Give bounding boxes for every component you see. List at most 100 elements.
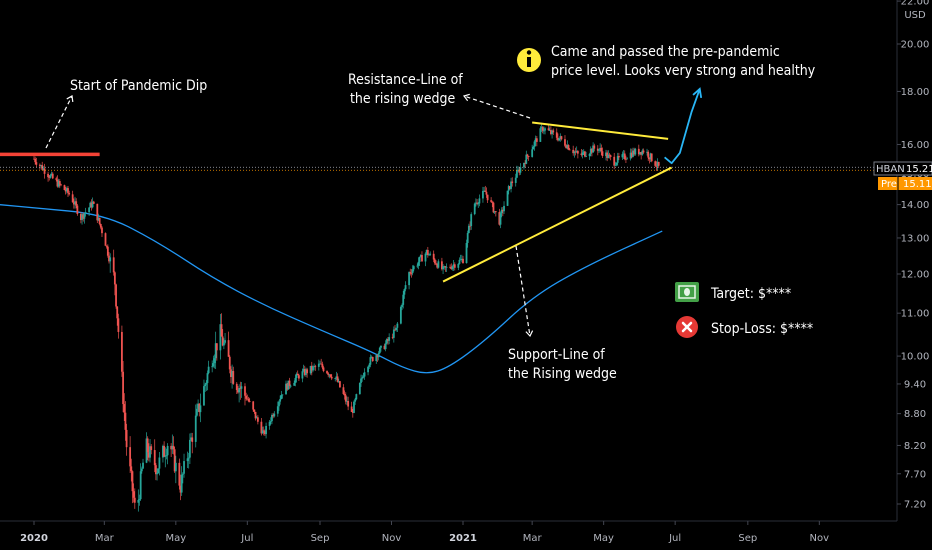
candle: [451, 265, 454, 271]
candle: [462, 255, 464, 264]
candle: [180, 466, 183, 496]
candle: [245, 392, 248, 401]
candle: [74, 196, 76, 209]
candle: [362, 373, 365, 379]
candle: [171, 434, 174, 454]
candle: [351, 408, 354, 418]
candle: [162, 444, 164, 463]
annotation-resistance-line-1: Resistance-Line of: [348, 72, 463, 88]
candle: [421, 251, 423, 262]
candle: [248, 397, 251, 403]
pointer-pandemic-dip: [45, 95, 73, 149]
annotation-support-line-2: the Rising wedge: [508, 366, 617, 382]
candle: [615, 162, 618, 167]
candle: [445, 263, 448, 273]
candle: [388, 333, 391, 345]
candle: [55, 176, 58, 182]
candle: [633, 147, 636, 156]
annotation-pandemic-dip: Start of Pandemic Dip: [70, 78, 207, 94]
price-tick-label: 18.00: [901, 87, 930, 98]
candle: [534, 135, 537, 147]
candle: [371, 356, 374, 362]
candle: [247, 396, 250, 403]
candle: [264, 429, 266, 436]
candle: [199, 393, 202, 423]
candle: [261, 426, 264, 434]
candle: [140, 466, 143, 474]
candle: [437, 259, 440, 269]
candle: [541, 125, 544, 134]
candle: [72, 198, 75, 209]
candle: [428, 253, 430, 256]
candle: [183, 453, 185, 478]
candle: [237, 386, 239, 394]
candle: [478, 194, 481, 207]
candle: [219, 314, 222, 360]
candle: [305, 367, 307, 377]
candle: [484, 185, 487, 192]
candle: [559, 133, 562, 142]
candle: [593, 143, 596, 152]
candle: [650, 153, 653, 163]
candle: [564, 135, 566, 148]
stop-loss-label: Stop-Loss: $****: [711, 321, 813, 337]
candle: [60, 183, 62, 187]
candle: [50, 171, 53, 177]
candle: [330, 373, 333, 381]
candle: [296, 370, 299, 376]
projection-arrow[interactable]: [664, 88, 701, 165]
candle: [380, 345, 382, 352]
candle: [532, 145, 535, 150]
resistance-line[interactable]: [532, 121, 669, 140]
candle: [457, 263, 460, 271]
candle: [499, 211, 502, 229]
candle: [616, 152, 619, 166]
candle: [426, 246, 429, 258]
candle: [436, 263, 439, 269]
candle: [622, 149, 625, 159]
candle: [469, 221, 471, 231]
candle: [416, 263, 419, 269]
candle: [174, 455, 177, 484]
candle: [256, 415, 259, 425]
candle: [363, 368, 366, 380]
candle: [613, 152, 616, 170]
candle: [486, 194, 489, 204]
candle: [43, 163, 46, 179]
candle: [385, 338, 388, 345]
candle: [608, 152, 611, 159]
candle: [117, 313, 120, 339]
price-tick-label: 14.00: [901, 200, 930, 211]
time-axis[interactable]: 2020 Mar May Jul Sep Nov 2021 Mar May Jul Sep Nov: [20, 521, 829, 544]
candle: [493, 211, 496, 215]
candle: [276, 401, 279, 417]
candle: [322, 365, 325, 373]
premarket-label: Pre: [881, 179, 897, 190]
candle: [306, 367, 309, 378]
pointer-resistance: [463, 95, 531, 119]
candle: [467, 223, 470, 234]
candle: [629, 148, 632, 161]
projection-arrowhead: [692, 87, 703, 98]
candle: [212, 355, 215, 368]
candle: [460, 254, 463, 263]
candle: [137, 489, 140, 512]
candle: [581, 149, 584, 159]
candle: [510, 177, 512, 193]
candle: [205, 380, 208, 391]
candle: [592, 142, 595, 153]
candle: [498, 208, 501, 226]
candle: [417, 257, 420, 270]
candle: [517, 166, 519, 172]
time-tick-label: May: [593, 533, 614, 544]
candle: [626, 157, 628, 160]
candle: [313, 363, 316, 371]
candle: [621, 151, 624, 161]
candle: [181, 472, 184, 484]
money-icon: [675, 282, 699, 302]
support-line[interactable]: [442, 166, 673, 283]
candle: [328, 373, 331, 379]
time-tick-label: May: [165, 533, 186, 544]
candle: [410, 269, 413, 278]
